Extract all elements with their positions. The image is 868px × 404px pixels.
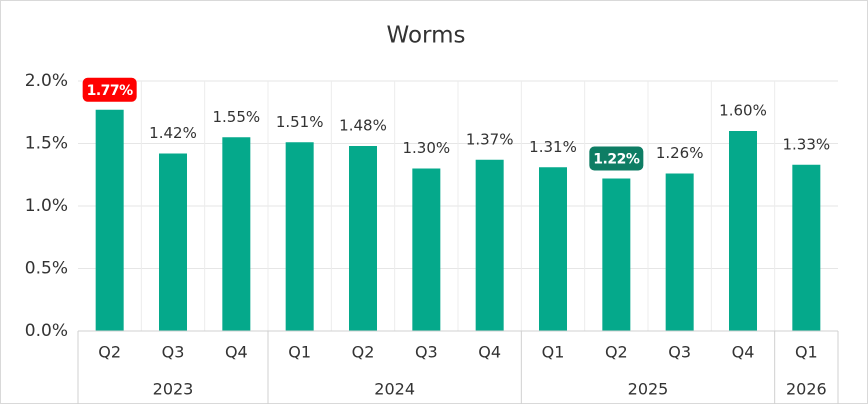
x-tick-label: Q4 xyxy=(732,343,755,362)
value-label: 1.22% xyxy=(593,152,640,168)
x-tick-label: Q3 xyxy=(668,343,691,362)
bar xyxy=(792,164,821,331)
value-label: 1.26% xyxy=(656,144,704,162)
bar xyxy=(729,131,757,331)
x-tick-label: Q1 xyxy=(795,343,818,362)
x-tick-label: Q2 xyxy=(352,343,375,362)
x-tick-label: Q1 xyxy=(288,343,311,362)
y-tick-label: 0.0% xyxy=(25,321,68,341)
group-label: 2026 xyxy=(786,380,827,399)
group-label: 2025 xyxy=(628,380,669,399)
value-label: 1.33% xyxy=(783,135,831,153)
bar xyxy=(539,167,567,331)
value-label-box xyxy=(82,77,137,102)
bar xyxy=(665,173,694,331)
value-label: 1.51% xyxy=(276,113,324,131)
y-tick-label: 2.0% xyxy=(25,71,68,91)
value-label: 1.55% xyxy=(213,108,261,126)
value-label: 1.42% xyxy=(149,124,197,142)
value-label: 1.48% xyxy=(339,117,387,135)
value-label: 1.37% xyxy=(466,130,514,148)
x-tick-label: Q3 xyxy=(162,343,185,362)
bar xyxy=(285,142,314,331)
value-label: 1.30% xyxy=(403,139,451,157)
value-label-box xyxy=(589,146,644,171)
y-tick-label: 1.5% xyxy=(25,134,68,154)
chart-title: Worms xyxy=(387,23,466,49)
group-label: 2023 xyxy=(153,380,194,399)
value-label: 1.31% xyxy=(529,138,577,156)
y-tick-label: 1.0% xyxy=(25,196,68,216)
value-label: 1.77% xyxy=(87,83,134,99)
bar xyxy=(95,109,124,331)
bar xyxy=(349,146,377,331)
x-tick-label: Q4 xyxy=(225,343,248,362)
bar xyxy=(412,168,441,331)
x-tick-label: Q2 xyxy=(605,343,628,362)
x-tick-label: Q2 xyxy=(98,343,121,362)
value-label: 1.60% xyxy=(719,102,767,120)
x-tick-label: Q3 xyxy=(415,343,438,362)
group-label: 2024 xyxy=(374,380,415,399)
bar xyxy=(159,153,187,331)
bar xyxy=(602,178,631,331)
bar xyxy=(475,159,504,331)
x-tick-label: Q1 xyxy=(542,343,565,362)
y-tick-label: 0.5% xyxy=(25,259,68,279)
x-tick-label: Q4 xyxy=(478,343,501,362)
bar xyxy=(222,137,251,331)
